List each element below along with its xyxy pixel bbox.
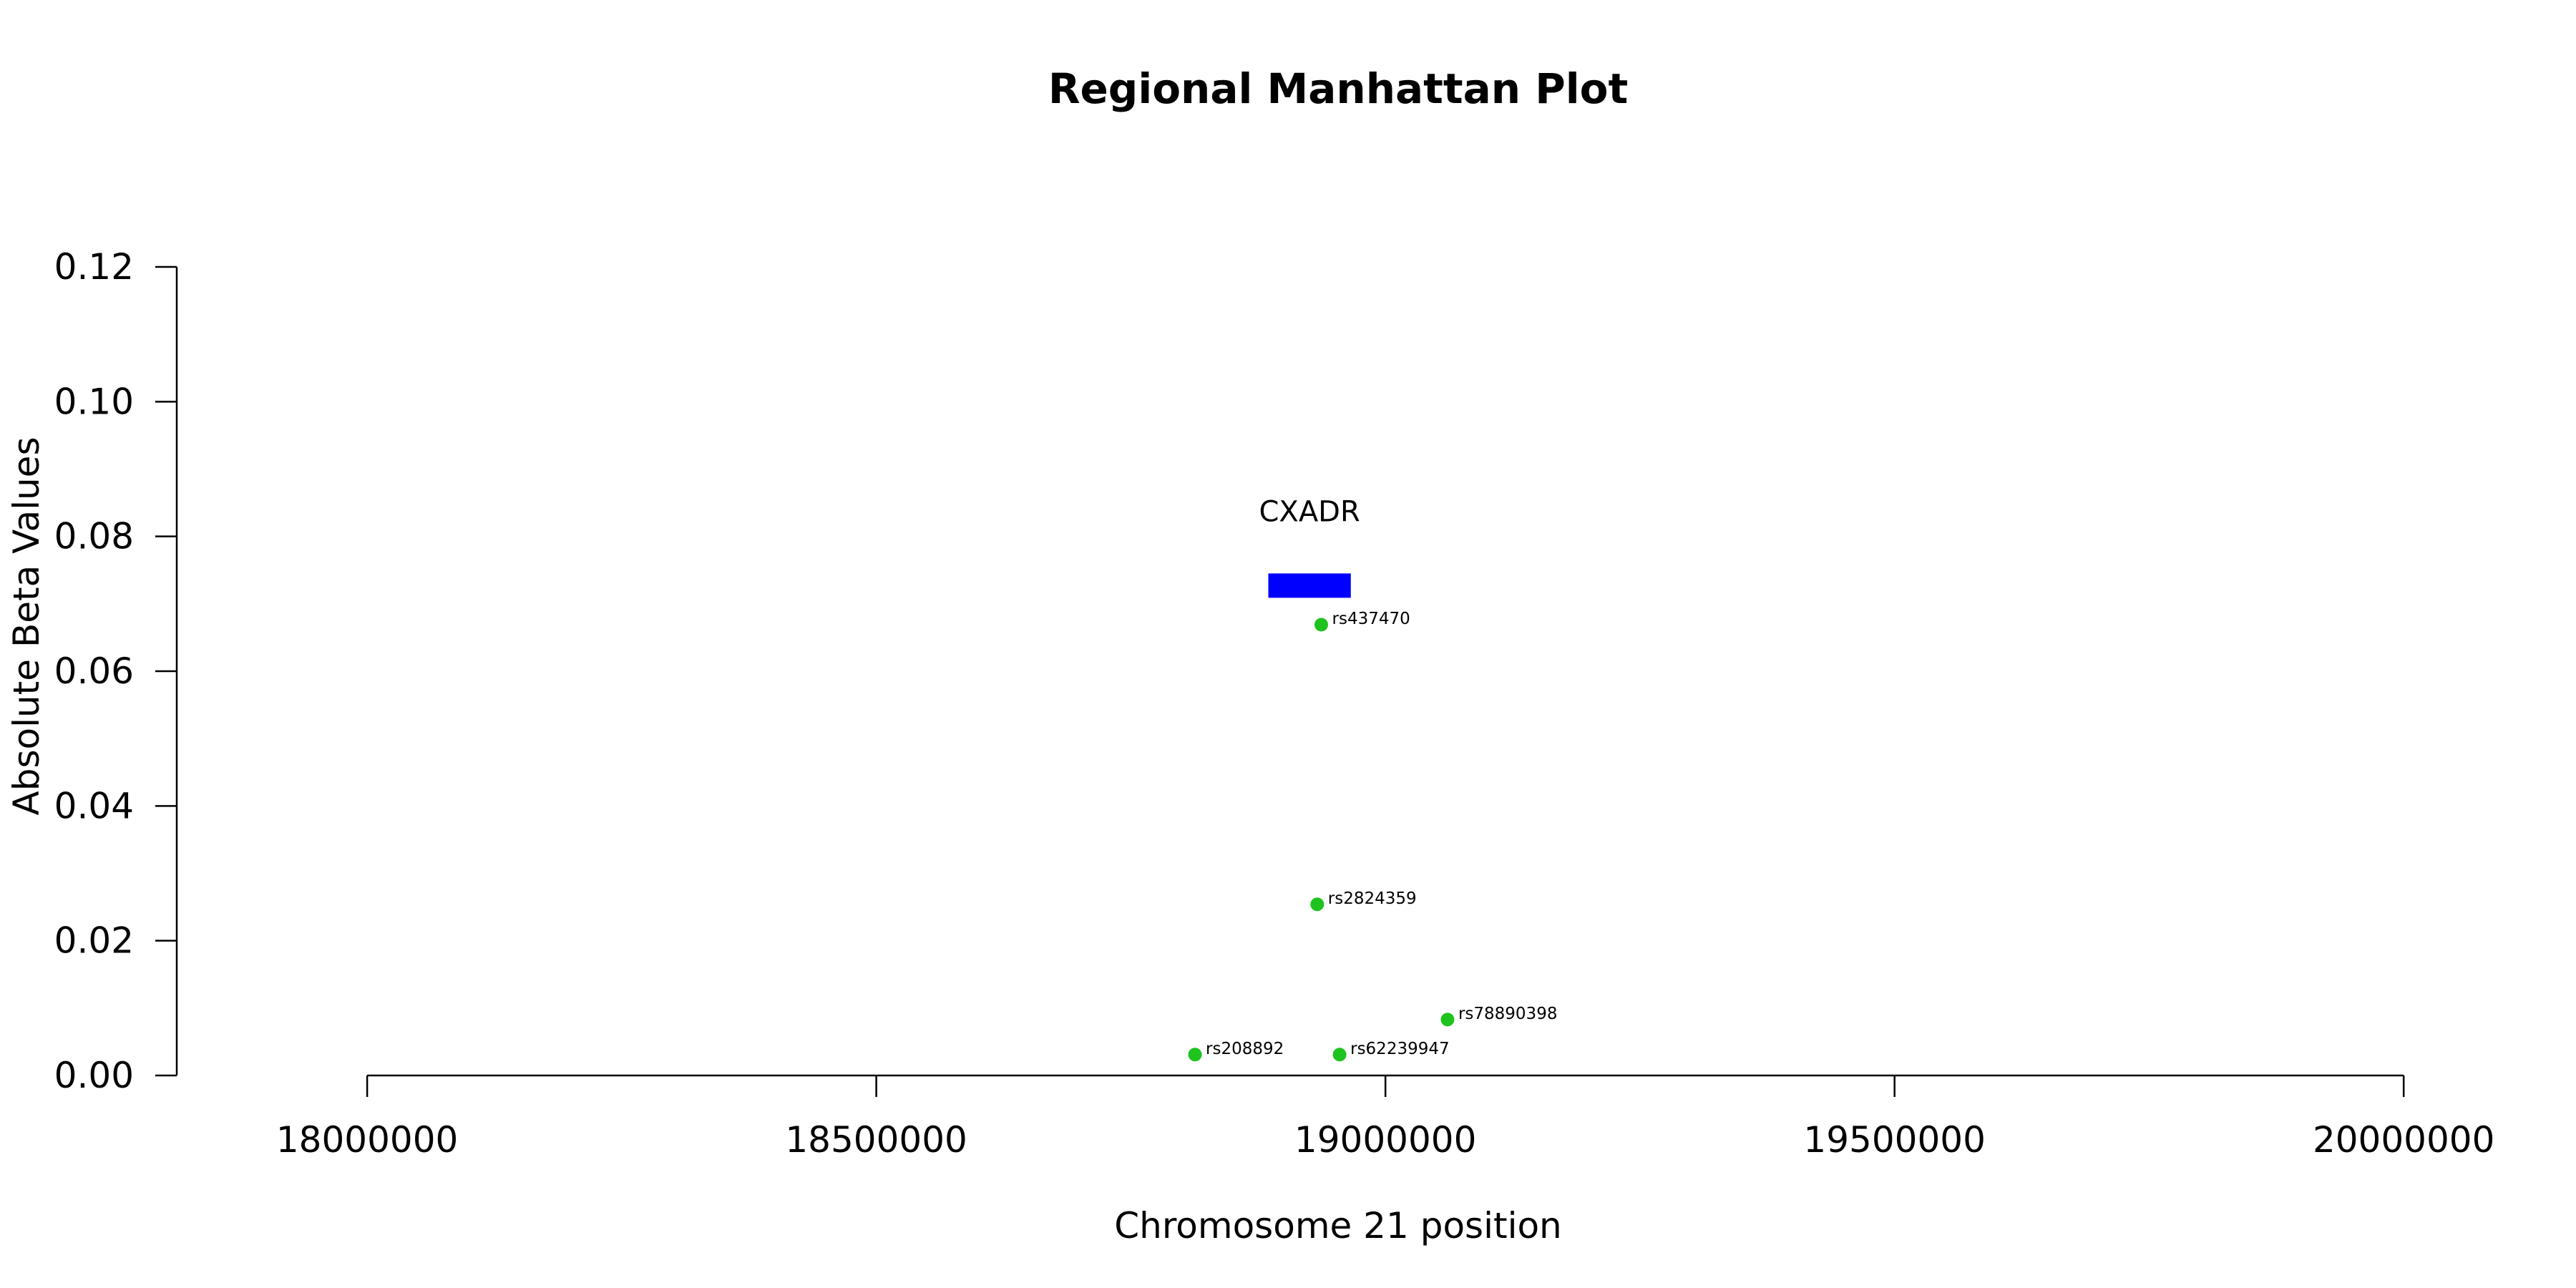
x-tick-label: 19000000 [1294,1119,1477,1161]
snp-label: rs208892 [1206,1040,1284,1058]
gene-track: CXADR [1259,495,1360,598]
y-tick-label: 0.00 [54,1055,134,1096]
x-axis: 18000000 18500000 19000000 19500000 20000000 [276,1074,2495,1161]
y-tick-label: 0.06 [54,650,134,692]
snp-label: rs2824359 [1328,889,1417,908]
snp-label: rs78890398 [1458,1005,1558,1023]
snp-point [1188,1048,1202,1062]
x-tick-label: 19500000 [1803,1119,1986,1161]
gene-bar [1268,573,1351,598]
y-tick-label: 0.10 [54,381,134,422]
snp-points: rs437470 rs2824359 rs78890398 rs208892 rs622… [1188,610,1558,1062]
x-tick-label: 20000000 [2313,1119,2495,1161]
y-axis-label: Absolute Beta Values [6,437,47,816]
gene-label: CXADR [1259,495,1360,528]
snp-label: rs437470 [1332,610,1410,628]
x-tick-label: 18500000 [785,1119,967,1161]
y-axis: 0.00 0.02 0.04 0.06 0.08 0.10 0.12 [54,246,178,1096]
snp-point [1310,897,1324,912]
chart-title: Regional Manhattan Plot [1048,64,1628,113]
snp-point [1332,1048,1347,1062]
x-tick-label: 18000000 [276,1119,459,1161]
x-axis-label: Chromosome 21 position [1114,1205,1562,1246]
y-tick-label: 0.04 [54,785,134,826]
y-tick-label: 0.08 [54,516,134,557]
snp-point [1314,618,1329,632]
snp-label: rs62239947 [1350,1040,1450,1058]
snp-point [1440,1013,1455,1027]
y-tick-label: 0.12 [54,246,134,288]
y-tick-label: 0.02 [54,920,134,962]
